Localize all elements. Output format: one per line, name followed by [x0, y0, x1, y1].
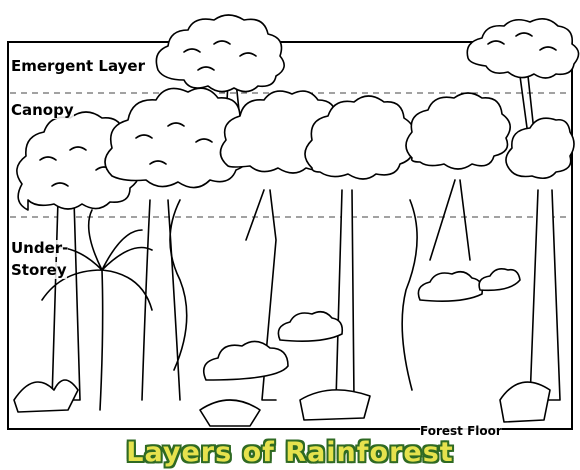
emergent-layer-label: Emergent Layer [11, 57, 145, 75]
canopy-tree-right [405, 92, 511, 261]
canopy-tree-right-center [304, 95, 415, 401]
palm-understorey-plant [41, 209, 153, 411]
emergent-tree-right [466, 18, 580, 151]
forest-floor-plants [13, 379, 551, 427]
forest-floor-label: Forest Floor [420, 423, 502, 440]
diagram-frame [7, 41, 573, 430]
canopy-tree-far-right [505, 117, 575, 401]
understorey-bushes [202, 268, 521, 381]
understorey-label-line1: Under- [11, 239, 69, 257]
hanging-vines [169, 199, 418, 391]
diagram-title: Layers of Rainforest [126, 437, 454, 468]
canopy-label: Canopy [11, 101, 74, 119]
canopy-tree-center-left [104, 87, 252, 401]
understorey-label-line2: Storey [11, 261, 67, 279]
